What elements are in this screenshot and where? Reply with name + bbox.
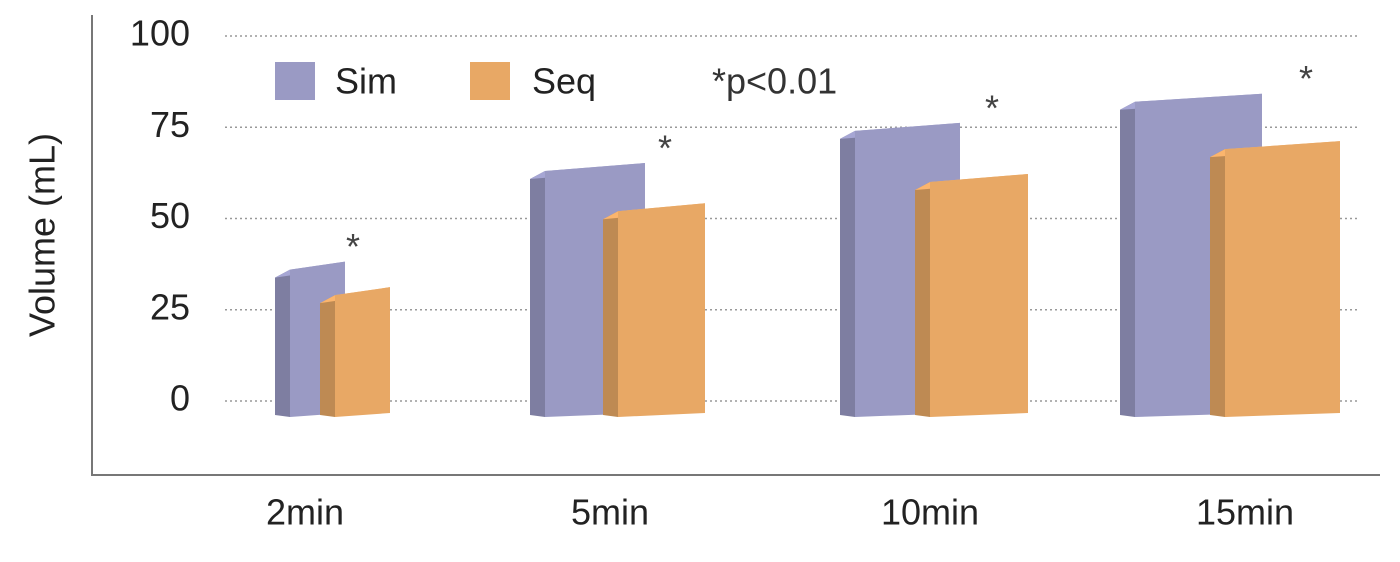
x-tick-label: 5min [571,492,649,533]
bar [618,203,705,417]
bar-side [840,130,855,417]
bar-side [275,269,290,417]
bar [1225,141,1340,417]
significance-mark: * [658,128,672,169]
legend-label: Seq [532,61,596,102]
significance-mark: * [985,87,999,128]
y-tick-label: 100 [130,13,190,54]
y-tick-label: 75 [150,104,190,145]
bar-side [915,182,930,417]
bar [335,287,390,417]
x-tick-label: 2min [266,492,344,533]
legend-swatch [275,62,315,100]
bar-side [603,211,618,417]
note: *p<0.01 [712,61,837,102]
x-tick-label: 15min [1196,492,1294,533]
y-axis-label: Volume (mL) [22,133,63,337]
bar-side [1210,149,1225,417]
bar-side [530,171,545,417]
legend-swatch [470,62,510,100]
significance-mark: * [346,226,360,267]
y-tick-label: 0 [170,378,190,419]
bar-side [1120,101,1135,417]
x-tick-label: 10min [881,492,979,533]
y-tick-label: 50 [150,195,190,236]
legend-label: Sim [335,61,397,102]
y-tick-label: 25 [150,286,190,327]
bar [930,174,1028,417]
bar-side [320,295,335,417]
significance-mark: * [1299,58,1313,99]
